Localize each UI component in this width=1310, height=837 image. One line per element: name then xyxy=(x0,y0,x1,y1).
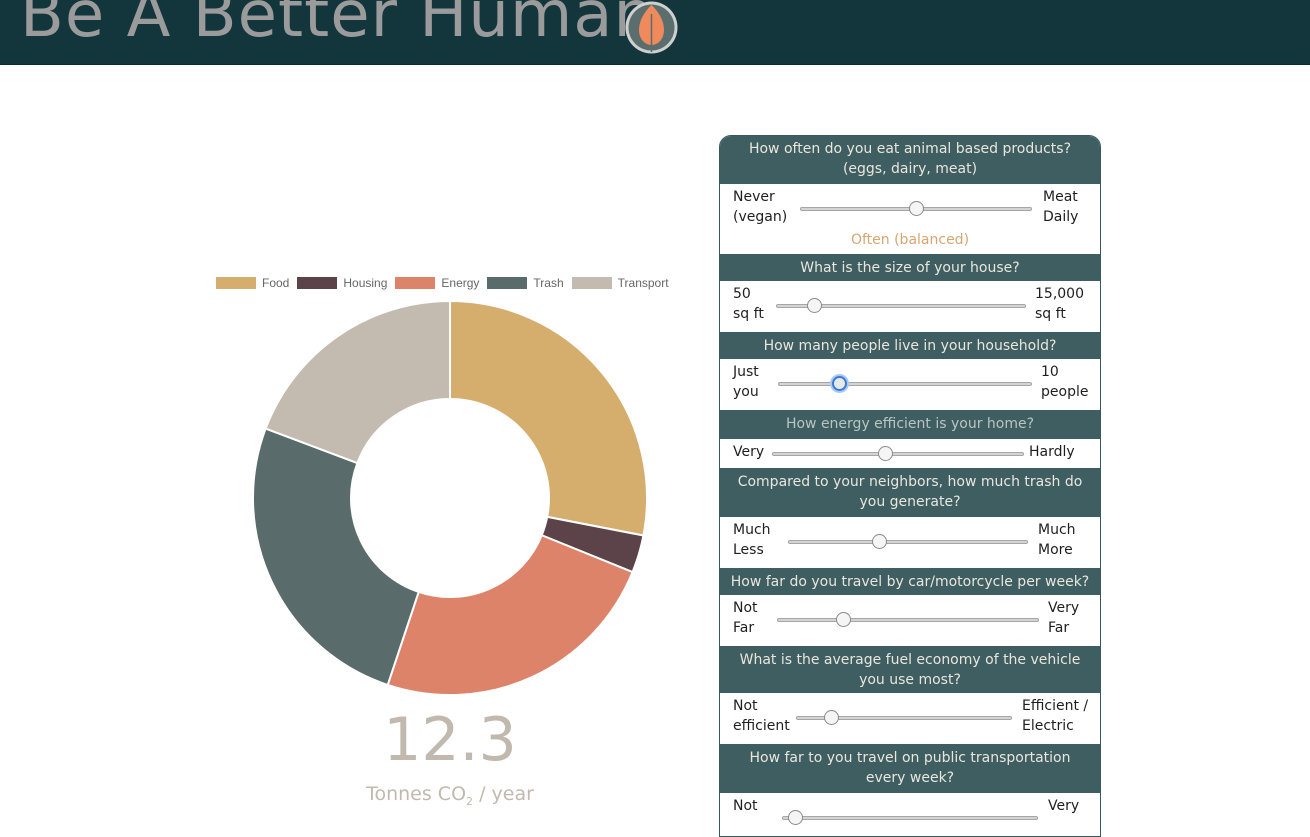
slider-min-label: 50 sq ft xyxy=(733,286,764,322)
question-trash-body: Much Less Much More xyxy=(720,517,1100,569)
slider-max-label: 15,000 sq ft xyxy=(1035,286,1084,322)
question-energy-body: Very Hardly xyxy=(720,439,1100,469)
emissions-doughnut-chart xyxy=(252,299,648,696)
questionnaire-panel: How often do you eat animal based produc… xyxy=(719,135,1101,837)
slider-max-label: 10 people xyxy=(1041,364,1089,400)
unit-tail: / year xyxy=(473,783,534,805)
legend-item-housing[interactable]: Housing xyxy=(297,276,387,290)
legend-swatch xyxy=(297,277,338,289)
legend-swatch xyxy=(395,277,436,289)
brand-title[interactable]: Be A Better Human xyxy=(20,0,656,52)
slice-food[interactable] xyxy=(449,299,648,537)
total-emissions-unit: Tonnes CO2 / year xyxy=(330,783,570,808)
house-size-slider-thumb[interactable] xyxy=(806,298,822,313)
slider-min-label: Never (vegan) xyxy=(733,189,788,225)
question-house-size-body: 50 sq ft 15,000 sq ft xyxy=(720,281,1100,333)
legend-label: Transport xyxy=(617,276,669,290)
slider-max-label: Efficient / Electric xyxy=(1022,698,1089,734)
question-diet-body: Never (vegan) Meat Daily Often (balanced… xyxy=(720,184,1100,255)
question-car-distance-title: How far do you travel by car/motorcycle … xyxy=(720,569,1100,595)
question-diet-title: How often do you eat animal based produc… xyxy=(720,136,1100,184)
car-distance-slider-thumb[interactable] xyxy=(835,612,851,627)
question-house-size-title: What is the size of your house? xyxy=(720,255,1100,281)
unit-main: Tonnes CO xyxy=(366,783,467,805)
legend-item-energy[interactable]: Energy xyxy=(395,276,479,290)
question-public-transport-body: Not Very xyxy=(720,793,1100,836)
diet-value-label: Often (balanced) xyxy=(850,232,970,248)
slider-min-label: Not efficient xyxy=(733,698,790,734)
trash-slider-thumb[interactable] xyxy=(872,534,888,549)
leaf-icon[interactable] xyxy=(624,0,679,55)
legend-swatch xyxy=(216,277,256,289)
slice-trash[interactable] xyxy=(252,427,420,687)
slider-max-label: Hardly xyxy=(1029,444,1075,460)
legend-item-transport[interactable]: Transport xyxy=(571,276,669,290)
slider-min-label: Very xyxy=(733,444,765,460)
legend-label: Trash xyxy=(533,276,564,290)
slider-max-label: Meat Daily xyxy=(1043,189,1079,225)
unit-subscript: 2 xyxy=(466,794,474,808)
app-header: Be A Better Human xyxy=(0,0,1310,65)
legend-label: Food xyxy=(262,276,290,290)
question-household-body: Just you 10 people xyxy=(720,359,1100,411)
slider-max-label: Very xyxy=(1048,798,1080,814)
question-fuel-economy-title: What is the average fuel economy of the … xyxy=(720,647,1100,693)
slider-max-label: Much More xyxy=(1038,522,1076,558)
public-transport-slider-thumb[interactable] xyxy=(787,810,803,825)
question-energy-title: How energy efficient is your home? xyxy=(720,411,1100,439)
energy-slider-thumb[interactable] xyxy=(878,446,894,461)
legend-item-trash[interactable]: Trash xyxy=(487,276,564,290)
public-transport-slider-track[interactable] xyxy=(782,816,1038,820)
household-slider-track[interactable] xyxy=(778,382,1032,386)
fuel-economy-slider-thumb[interactable] xyxy=(823,710,839,725)
slice-transport[interactable] xyxy=(264,299,451,465)
total-emissions-value: 12.3 xyxy=(383,705,517,775)
household-slider-thumb[interactable] xyxy=(831,376,847,391)
slider-min-label: Just you xyxy=(733,364,759,400)
slice-energy[interactable] xyxy=(386,533,634,696)
question-trash-title: Compared to your neighbors, how much tra… xyxy=(720,469,1100,517)
energy-slider-track[interactable] xyxy=(772,452,1024,456)
question-public-transport-title: How far to you travel on public transpor… xyxy=(720,745,1100,793)
question-car-distance-body: Not Far Very Far xyxy=(720,595,1100,647)
legend-label: Energy xyxy=(441,276,480,290)
legend-swatch xyxy=(571,277,612,289)
fuel-economy-slider-track[interactable] xyxy=(796,716,1012,720)
slider-max-label: Very Far xyxy=(1048,600,1080,636)
car-distance-slider-track[interactable] xyxy=(777,618,1039,622)
trash-slider-track[interactable] xyxy=(788,540,1028,544)
legend-label: Housing xyxy=(343,276,388,290)
diet-slider-thumb[interactable] xyxy=(909,201,924,216)
legend-item-food[interactable]: Food xyxy=(216,276,289,290)
chart-legend: Food Housing Energy Trash Transport xyxy=(216,275,677,291)
question-fuel-economy-body: Not efficient Efficient / Electric xyxy=(720,693,1100,745)
slider-min-label: Not Far xyxy=(733,600,758,636)
house-size-slider-track[interactable] xyxy=(776,304,1026,308)
slider-min-label: Not xyxy=(733,798,758,814)
question-household-title: How many people live in your household? xyxy=(720,333,1100,359)
slider-min-label: Much Less xyxy=(733,522,771,558)
legend-swatch xyxy=(487,277,528,289)
